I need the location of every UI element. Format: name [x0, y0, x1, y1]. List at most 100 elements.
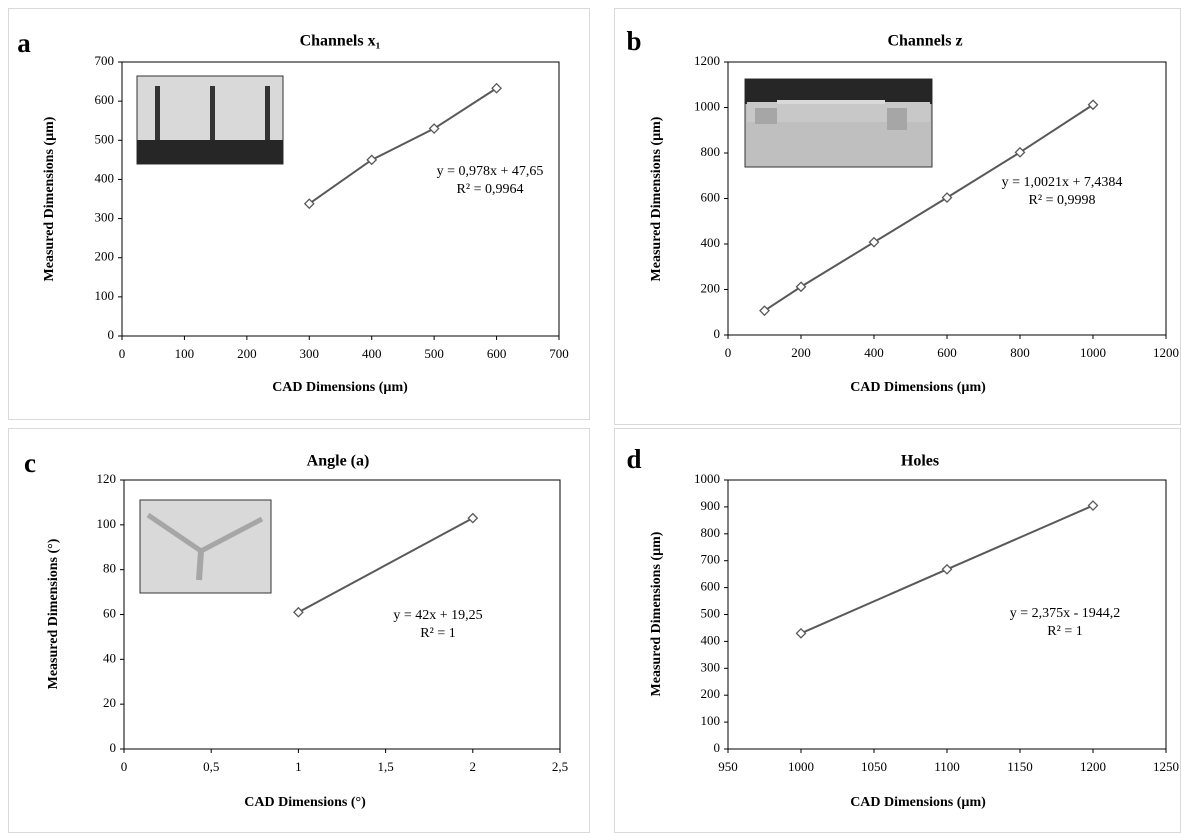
y-tick-label: 0 — [110, 740, 117, 755]
x-tick-label: 2,5 — [552, 759, 568, 774]
x-tick-label: 0 — [121, 759, 128, 774]
trendline — [298, 518, 472, 612]
x-tick-label: 400 — [362, 346, 382, 361]
x-axis-label: CAD Dimensions (µm) — [850, 795, 986, 810]
x-tick-label: 600 — [487, 346, 507, 361]
y-tick-label: 300 — [95, 210, 115, 225]
x-tick-label: 1100 — [934, 759, 960, 774]
data-point — [468, 514, 477, 523]
panel: c Angle (a) CAD Dimensions (°) Measured Dim… — [9, 429, 590, 833]
y-tick-label: 1000 — [694, 471, 720, 486]
x-axis-label: CAD Dimensions (µm) — [850, 380, 986, 395]
y-tick-label: 1200 — [694, 53, 720, 68]
y-tick-label: 100 — [701, 713, 721, 728]
y-tick-label: 0 — [714, 326, 721, 341]
x-tick-label: 400 — [864, 345, 884, 360]
y-tick-label: 400 — [701, 235, 721, 250]
x-axis-label: CAD Dimensions (µm) — [272, 380, 408, 395]
panel-label: d — [626, 444, 641, 474]
inset-image-b — [745, 79, 932, 167]
figure: d Holes CAD Dimensions (µm) Measured Dimens… — [0, 0, 1181, 833]
y-tick-label: 60 — [103, 605, 116, 620]
y-tick-label: 80 — [103, 561, 116, 576]
y-tick-label: 900 — [701, 498, 721, 513]
y-tick-label: 700 — [95, 53, 115, 68]
x-tick-label: 1000 — [788, 759, 814, 774]
x-tick-label: 950 — [718, 759, 738, 774]
chart-title: Holes — [901, 453, 939, 470]
panel: d Holes CAD Dimensions (µm) Measured Dimens… — [615, 429, 1181, 833]
trend-equation: y = 2,375x - 1944,2 — [1010, 606, 1121, 621]
x-tick-label: 600 — [937, 345, 957, 360]
y-tick-label: 800 — [701, 525, 721, 540]
x-tick-label: 1 — [295, 759, 302, 774]
data-point — [797, 629, 806, 638]
data-point — [870, 238, 879, 247]
y-axis-label: Measured Dimensions (°) — [46, 538, 61, 689]
data-point — [1089, 501, 1098, 510]
x-tick-label: 0,5 — [203, 759, 219, 774]
y-tick-label: 500 — [95, 131, 115, 146]
trend-equation: y = 1,0021x + 7,4384 — [1002, 175, 1123, 190]
chart-title: Angle (a) — [307, 453, 370, 470]
y-tick-label: 600 — [701, 579, 721, 594]
x-tick-label: 1250 — [1153, 759, 1179, 774]
panel-label: c — [24, 448, 36, 478]
x-tick-label: 1,5 — [377, 759, 393, 774]
trend-equation: y = 42x + 19,25 — [393, 608, 482, 623]
x-tick-label: 1200 — [1080, 759, 1106, 774]
r-squared: R² = 1 — [1047, 624, 1082, 639]
inset-image-c — [140, 500, 271, 593]
data-point — [943, 565, 952, 574]
y-tick-label: 600 — [701, 189, 721, 204]
y-tick-label: 100 — [95, 288, 115, 303]
x-tick-label: 500 — [424, 346, 444, 361]
y-tick-label: 20 — [103, 695, 116, 710]
x-tick-label: 800 — [1010, 345, 1030, 360]
x-tick-label: 100 — [175, 346, 195, 361]
y-tick-label: 120 — [97, 471, 117, 486]
chart-title: Channels x₁ — [300, 33, 381, 50]
x-tick-label: 700 — [549, 346, 569, 361]
y-axis-label: Measured Dimensions (µm) — [649, 116, 664, 281]
x-tick-label: 200 — [791, 345, 811, 360]
x-tick-label: 1150 — [1007, 759, 1033, 774]
panel-label: b — [626, 26, 641, 56]
x-axis-label: CAD Dimensions (°) — [244, 795, 366, 810]
r-squared: R² = 0,9998 — [1029, 193, 1096, 208]
y-tick-label: 600 — [95, 92, 115, 107]
r-squared: R² = 0,9964 — [457, 182, 524, 197]
y-tick-label: 0 — [108, 327, 115, 342]
panel: a Channels x₁ CAD Dimensions (µm) Measured … — [9, 9, 590, 420]
y-tick-label: 500 — [701, 605, 721, 620]
trend-equation: y = 0,978x + 47,65 — [437, 164, 544, 179]
x-tick-label: 0 — [725, 345, 732, 360]
data-point — [943, 193, 952, 202]
y-tick-label: 400 — [701, 632, 721, 647]
y-tick-label: 700 — [701, 552, 721, 567]
y-tick-label: 1000 — [694, 98, 720, 113]
chart-title: Channels z — [887, 33, 962, 50]
y-tick-label: 100 — [97, 516, 117, 531]
panel-label: a — [17, 28, 31, 58]
data-point — [294, 608, 303, 617]
inset-image-a — [137, 76, 283, 164]
panel: b Channels z CAD Dimensions (µm) Measured D… — [615, 9, 1181, 425]
x-tick-label: 0 — [119, 346, 126, 361]
x-tick-label: 2 — [470, 759, 477, 774]
panel-frame — [615, 9, 1181, 425]
y-tick-label: 200 — [95, 249, 115, 264]
x-tick-label: 1050 — [861, 759, 887, 774]
x-tick-label: 300 — [300, 346, 320, 361]
x-tick-label: 1000 — [1080, 345, 1106, 360]
y-axis-label: Measured Dimensions (µm) — [649, 531, 664, 696]
y-tick-label: 300 — [701, 659, 721, 674]
y-tick-label: 40 — [103, 650, 116, 665]
y-tick-label: 200 — [701, 280, 721, 295]
y-tick-label: 800 — [701, 144, 721, 159]
x-tick-label: 1200 — [1153, 345, 1179, 360]
y-tick-label: 0 — [714, 740, 721, 755]
x-tick-label: 200 — [237, 346, 257, 361]
y-axis-label: Measured Dimensions (µm) — [42, 116, 57, 281]
y-tick-label: 200 — [701, 686, 721, 701]
